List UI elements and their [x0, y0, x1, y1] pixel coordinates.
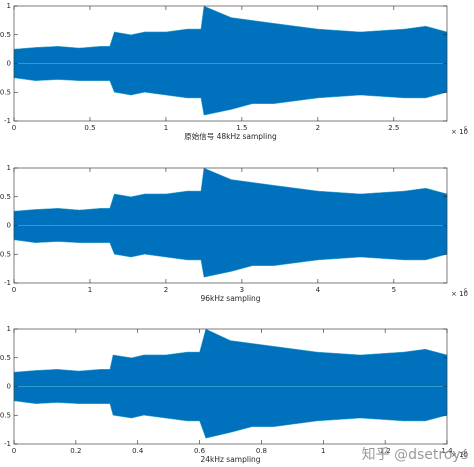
x-tick-label: 2	[164, 286, 168, 294]
x-tick-label: 0.2	[70, 447, 81, 455]
y-tick-label: -1	[4, 117, 11, 125]
x-tick-label: 3	[240, 286, 244, 294]
x-tick-label: 5	[392, 286, 396, 294]
x-tick-label: 0	[12, 286, 16, 294]
x-tick-label: 0.8	[256, 447, 267, 455]
y-tick-label: 1	[7, 325, 11, 333]
x-tick-label: 1	[321, 447, 325, 455]
x-tick-label: 0	[12, 124, 16, 132]
x-tick-label: 0.5	[84, 124, 95, 132]
x-axis-label: 96kHz sampling	[200, 294, 260, 303]
x-tick-label: 2	[316, 124, 320, 132]
x-exponent: 5	[464, 127, 467, 133]
x-tick-label: 1.5	[236, 124, 247, 132]
y-tick-label: 0	[7, 383, 11, 391]
waveform-high	[13, 167, 448, 226]
y-tick-label: 0.5	[0, 354, 11, 362]
waveform-low	[13, 386, 448, 439]
y-tick-label: -1	[4, 279, 11, 287]
waveform-low	[13, 63, 448, 116]
x-tick-label: 4	[316, 286, 321, 294]
panel: -1 -0.5 0 0.5 1 0 0.2 0.4 0.6 0.8 1 1.2 1.4× 105 24kH…	[0, 325, 468, 464]
y-tick-label: -0.5	[0, 250, 11, 258]
y-tick-label: 0	[7, 222, 11, 230]
x-tick-label: 1.4	[441, 447, 453, 455]
x-tick-label: 0.4	[132, 447, 144, 455]
panel: -1 -0.5 0 0.5 1 0 0.5 1 1.5 2 2.5 × 105 原始信号 48kHz s…	[0, 2, 468, 141]
y-tick-label: 1	[7, 164, 11, 172]
waveform-high	[13, 328, 448, 387]
waveform-high	[13, 5, 448, 64]
watermark: 知乎 @dsetroys	[362, 446, 468, 463]
y-tick-label: -0.5	[0, 411, 11, 419]
y-tick-label: 0	[7, 60, 11, 68]
y-tick-label: -0.5	[0, 88, 11, 96]
x-tick-label: 0	[12, 447, 16, 455]
waveform-low	[13, 225, 448, 278]
x-exponent: 5	[464, 450, 467, 456]
x-tick-label: 1	[88, 286, 92, 294]
y-tick-label: 1	[7, 2, 11, 10]
x-axis-label: 24kHz sampling	[200, 455, 260, 464]
x-exponent: 5	[464, 289, 467, 295]
x-tick-label: 1	[164, 124, 168, 132]
y-tick-label: 0.5	[0, 31, 11, 39]
y-tick-label: -1	[4, 440, 11, 448]
x-tick-label: 1.2	[380, 447, 391, 455]
x-tick-label: 0.6	[194, 447, 206, 455]
y-tick-label: 0.5	[0, 193, 11, 201]
x-exponent-base: × 10	[451, 290, 468, 298]
x-axis-label: 原始信号 48kHz sampling	[184, 131, 277, 141]
x-exponent-base: × 10	[451, 128, 468, 136]
x-tick-label: 2.5	[388, 124, 399, 132]
x-exponent-base: × 10	[451, 451, 468, 459]
